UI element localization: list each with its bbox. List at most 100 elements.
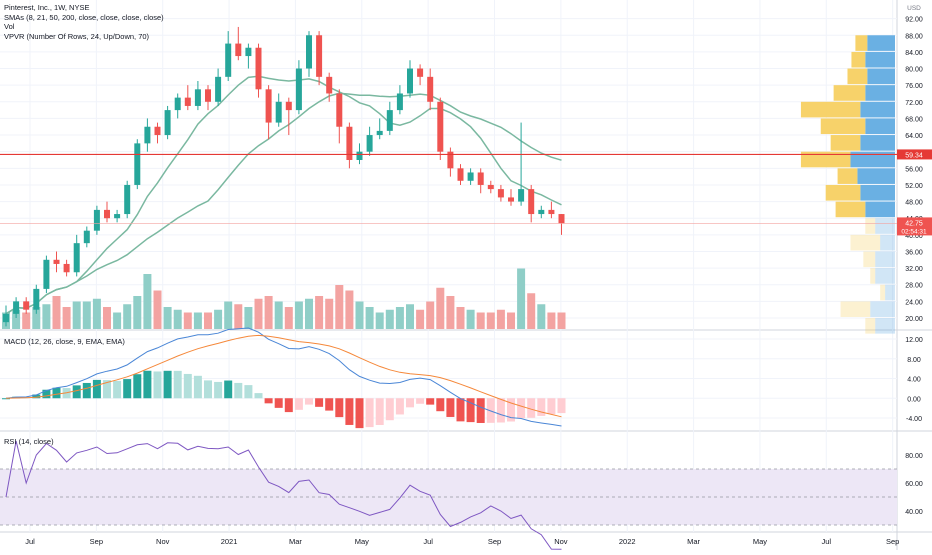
candle-body[interactable] bbox=[528, 189, 535, 215]
candle-body[interactable] bbox=[376, 130, 383, 136]
candle-body[interactable] bbox=[104, 209, 110, 219]
volume-bars bbox=[2, 268, 566, 329]
candle-body[interactable] bbox=[336, 93, 343, 127]
candle-body[interactable] bbox=[63, 263, 70, 273]
candle-body[interactable] bbox=[366, 135, 373, 152]
candle-body[interactable] bbox=[497, 189, 504, 198]
macd-title[interactable]: MACD (12, 26, close, 9, EMA, EMA) bbox=[4, 337, 125, 346]
candle-body[interactable] bbox=[316, 35, 323, 77]
candle-body[interactable] bbox=[417, 68, 424, 77]
vpvr-down-row bbox=[847, 68, 868, 85]
vpvr-up-row bbox=[880, 234, 895, 251]
candle-body[interactable] bbox=[114, 214, 121, 219]
candle-body[interactable] bbox=[134, 143, 141, 185]
volume-bar bbox=[234, 304, 243, 329]
vpvr-up-row bbox=[885, 284, 895, 301]
macd-histogram-bar bbox=[456, 398, 465, 422]
price-tick-label: 76.00 bbox=[905, 83, 923, 90]
rsi-pane[interactable] bbox=[0, 440, 897, 550]
candle-body[interactable] bbox=[427, 76, 434, 102]
macd-pane[interactable] bbox=[2, 327, 566, 429]
macd-histogram-bar bbox=[224, 380, 233, 399]
time-axis[interactable]: Jul Sep Nov 2021 Mar May Jul Sep Nov 2022 Mar May Ju… bbox=[25, 537, 899, 546]
candle-body[interactable] bbox=[245, 47, 252, 57]
candle-body[interactable] bbox=[508, 197, 514, 202]
candle-body[interactable] bbox=[295, 68, 302, 111]
symbol-title[interactable]: Pinterest, Inc., 1W, NYSE bbox=[4, 3, 90, 12]
candle-body[interactable] bbox=[437, 101, 444, 152]
candle-body[interactable] bbox=[386, 110, 393, 131]
volume-bar bbox=[294, 301, 303, 329]
candle-body[interactable] bbox=[275, 101, 282, 123]
candle-body[interactable] bbox=[255, 47, 262, 90]
candle-body[interactable] bbox=[154, 126, 161, 136]
candle-body[interactable] bbox=[285, 101, 292, 111]
price-axis[interactable]: 92.00 88.00 84.00 80.00 76.00 72.00 68.00 64.00… bbox=[897, 5, 932, 516]
candle-body[interactable] bbox=[23, 301, 30, 310]
candle-body[interactable] bbox=[164, 110, 171, 136]
candle-body[interactable] bbox=[215, 76, 222, 102]
volume-indicator-label[interactable]: Vol bbox=[4, 22, 15, 31]
candle-body[interactable] bbox=[205, 89, 211, 102]
candle-body[interactable] bbox=[194, 89, 201, 106]
candle-body[interactable] bbox=[346, 126, 353, 160]
candle-body[interactable] bbox=[548, 209, 555, 215]
price-tick-label: 20.00 bbox=[905, 316, 923, 323]
rsi-title[interactable]: RSI (14, close) bbox=[4, 437, 54, 446]
candle-body[interactable] bbox=[396, 93, 403, 111]
candle-body[interactable] bbox=[538, 209, 545, 215]
price-candles[interactable] bbox=[3, 26, 565, 327]
macd-tick-label: -4.00 bbox=[906, 416, 922, 423]
candle-body[interactable] bbox=[73, 243, 80, 273]
macd-histogram-bar bbox=[466, 398, 475, 423]
candle-body[interactable] bbox=[558, 214, 565, 224]
volume-bar bbox=[517, 268, 526, 329]
candle-body[interactable] bbox=[467, 172, 474, 181]
candle-body[interactable] bbox=[33, 288, 40, 310]
resistance-line[interactable] bbox=[0, 153, 897, 224]
vpvr-up-row bbox=[857, 168, 895, 184]
candle-body[interactable] bbox=[326, 76, 333, 94]
macd-histogram-bar bbox=[244, 385, 253, 399]
macd-histogram-bar bbox=[153, 371, 162, 399]
candle-body[interactable] bbox=[53, 259, 60, 264]
candle-body[interactable] bbox=[174, 97, 181, 111]
candle-body[interactable] bbox=[124, 184, 131, 215]
volume-bar bbox=[436, 287, 445, 329]
volume-bar bbox=[12, 309, 21, 329]
candle-body[interactable] bbox=[93, 209, 100, 231]
rsi-band bbox=[0, 469, 897, 525]
candle-body[interactable] bbox=[447, 151, 454, 169]
candle-body[interactable] bbox=[13, 301, 20, 314]
candle-body[interactable] bbox=[235, 43, 242, 57]
macd-histogram-bar bbox=[325, 398, 334, 411]
volume-bar bbox=[426, 301, 435, 329]
candle-body[interactable] bbox=[225, 43, 232, 77]
vpvr-up-row bbox=[860, 101, 895, 118]
candle-body[interactable] bbox=[144, 126, 151, 144]
sma-indicator-label[interactable]: SMAs (8, 21, 50, 200, close, close, clos… bbox=[4, 12, 164, 22]
candle-body[interactable] bbox=[477, 172, 484, 185]
candle-body[interactable] bbox=[518, 189, 525, 202]
vpvr-indicator-label[interactable]: VPVR (Number Of Rows, 24, Up/Down, 70) bbox=[4, 31, 150, 41]
volume-bar bbox=[284, 307, 293, 329]
candle-body[interactable] bbox=[3, 313, 9, 323]
candle-body[interactable] bbox=[487, 184, 494, 190]
candle-body[interactable] bbox=[43, 259, 50, 289]
macd-histogram-bar bbox=[537, 398, 546, 416]
macd-histogram-bar bbox=[173, 370, 182, 399]
candle-body[interactable] bbox=[457, 168, 464, 181]
volume-bar bbox=[446, 296, 455, 329]
candle-body[interactable] bbox=[184, 97, 191, 106]
candle-body[interactable] bbox=[306, 35, 312, 69]
candle-body[interactable] bbox=[407, 68, 413, 94]
candle-body[interactable] bbox=[356, 151, 363, 160]
time-tick-label: Mar bbox=[289, 537, 302, 546]
macd-histogram-bar bbox=[254, 393, 263, 399]
time-tick-label: Mar bbox=[687, 537, 700, 546]
candle-body[interactable] bbox=[265, 89, 272, 123]
candle-body[interactable] bbox=[83, 230, 90, 244]
vpvr-down-row bbox=[800, 101, 861, 118]
